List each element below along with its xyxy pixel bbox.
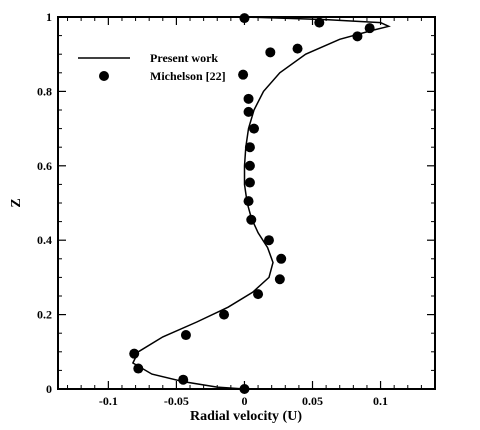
y-tick-label: 0.2 <box>37 308 52 322</box>
legend-label: Present work <box>150 51 218 65</box>
y-tick-label: 0 <box>46 382 52 396</box>
x-tick-label: 0.05 <box>302 394 323 408</box>
data-point-michelson <box>246 214 257 225</box>
legend-marker-symbol <box>99 71 109 81</box>
x-axis-label: Radial velocity (U) <box>190 409 302 424</box>
y-axis-label: Z <box>9 198 24 207</box>
data-point-michelson <box>265 47 276 58</box>
data-point-michelson <box>243 93 254 104</box>
x-tick-label: -0.05 <box>164 394 189 408</box>
data-point-michelson <box>248 123 259 134</box>
data-point-michelson <box>129 348 140 359</box>
data-point-michelson <box>314 17 325 28</box>
y-tick-label: 0.4 <box>37 233 52 247</box>
data-point-michelson <box>243 106 254 117</box>
legend-label: Michelson [22] <box>150 69 226 83</box>
data-point-michelson <box>243 196 254 207</box>
data-point-michelson <box>276 253 287 264</box>
data-point-michelson <box>244 160 255 171</box>
data-point-michelson <box>364 23 375 34</box>
plot-content <box>129 13 391 394</box>
data-point-michelson <box>274 274 285 285</box>
data-point-michelson <box>263 235 274 246</box>
data-point-michelson <box>253 289 264 300</box>
data-point-michelson <box>244 177 255 188</box>
x-tick-label: 0 <box>241 394 247 408</box>
data-point-michelson <box>180 330 191 341</box>
data-point-michelson <box>178 374 189 385</box>
x-tick-label: 0.1 <box>373 394 388 408</box>
axis-ticks: -0.1 -0.05 0 0.05 0.1 0 0.2 0.4 0.6 0.8 1 <box>37 10 436 408</box>
y-tick-label: 0.6 <box>37 159 52 173</box>
legend: Present work Michelson [22] <box>78 51 226 83</box>
data-point-michelson <box>352 31 363 42</box>
data-point-michelson <box>292 43 303 54</box>
y-tick-label: 0.8 <box>37 84 52 98</box>
x-tick-label: -0.1 <box>99 394 118 408</box>
data-point-michelson <box>238 69 249 80</box>
y-tick-label: 1 <box>46 10 52 24</box>
data-point-michelson <box>219 309 230 320</box>
data-point-michelson <box>133 363 144 374</box>
data-point-michelson <box>244 142 255 153</box>
